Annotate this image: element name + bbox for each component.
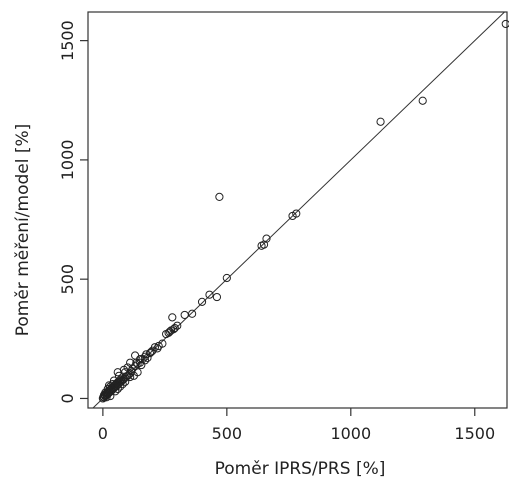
data-point bbox=[215, 192, 224, 201]
y-tick-label: 1000 bbox=[58, 140, 77, 181]
data-point bbox=[222, 273, 231, 283]
data-point bbox=[132, 358, 141, 367]
x-tick-label: 1500 bbox=[454, 424, 495, 443]
data-point bbox=[114, 371, 124, 380]
data-point bbox=[168, 313, 177, 322]
data-point bbox=[154, 341, 163, 351]
data-point bbox=[116, 382, 125, 391]
data-point bbox=[126, 358, 135, 367]
y-tick-label: 500 bbox=[58, 264, 77, 295]
data-point bbox=[418, 96, 427, 105]
data-point bbox=[288, 211, 297, 221]
y-tick-label: 1500 bbox=[58, 20, 77, 61]
data-point bbox=[108, 380, 117, 389]
data-point bbox=[257, 241, 266, 250]
data-point bbox=[111, 387, 120, 396]
y-axis: 0 500 1000 1500 bbox=[58, 20, 88, 404]
data-point bbox=[118, 380, 127, 389]
data-point bbox=[121, 377, 130, 386]
data-points bbox=[98, 19, 509, 403]
data-point bbox=[180, 310, 189, 320]
data-point bbox=[131, 351, 140, 360]
data-point bbox=[376, 117, 385, 126]
reference-line bbox=[92, 11, 505, 409]
data-point bbox=[142, 350, 151, 359]
data-point bbox=[212, 292, 222, 302]
data-point bbox=[104, 381, 114, 390]
y-tick-label: 0 bbox=[58, 393, 77, 403]
y-axis-title: Poměr měření/model [%] bbox=[13, 124, 33, 337]
data-point bbox=[137, 360, 146, 370]
data-point bbox=[197, 297, 207, 306]
data-point bbox=[119, 365, 129, 374]
data-point bbox=[113, 384, 122, 394]
data-point bbox=[205, 290, 214, 299]
data-point bbox=[150, 343, 160, 352]
data-point bbox=[106, 382, 115, 391]
x-axis: 0 500 1000 1500 bbox=[98, 408, 495, 443]
data-point bbox=[102, 393, 111, 402]
data-point bbox=[109, 376, 119, 385]
data-point bbox=[133, 368, 142, 377]
x-axis-title: Poměr IPRS/PRS [%] bbox=[215, 459, 386, 479]
identity-line bbox=[92, 11, 505, 409]
data-point bbox=[501, 19, 509, 29]
x-tick-label: 0 bbox=[98, 424, 108, 443]
data-point bbox=[100, 390, 109, 399]
x-tick-label: 1000 bbox=[330, 424, 371, 443]
data-point bbox=[169, 325, 178, 334]
plot-frame bbox=[87, 11, 508, 409]
plot-border bbox=[87, 11, 508, 409]
data-point bbox=[106, 391, 115, 401]
x-tick-label: 500 bbox=[212, 424, 243, 443]
data-point bbox=[188, 309, 197, 318]
data-point bbox=[126, 372, 135, 382]
